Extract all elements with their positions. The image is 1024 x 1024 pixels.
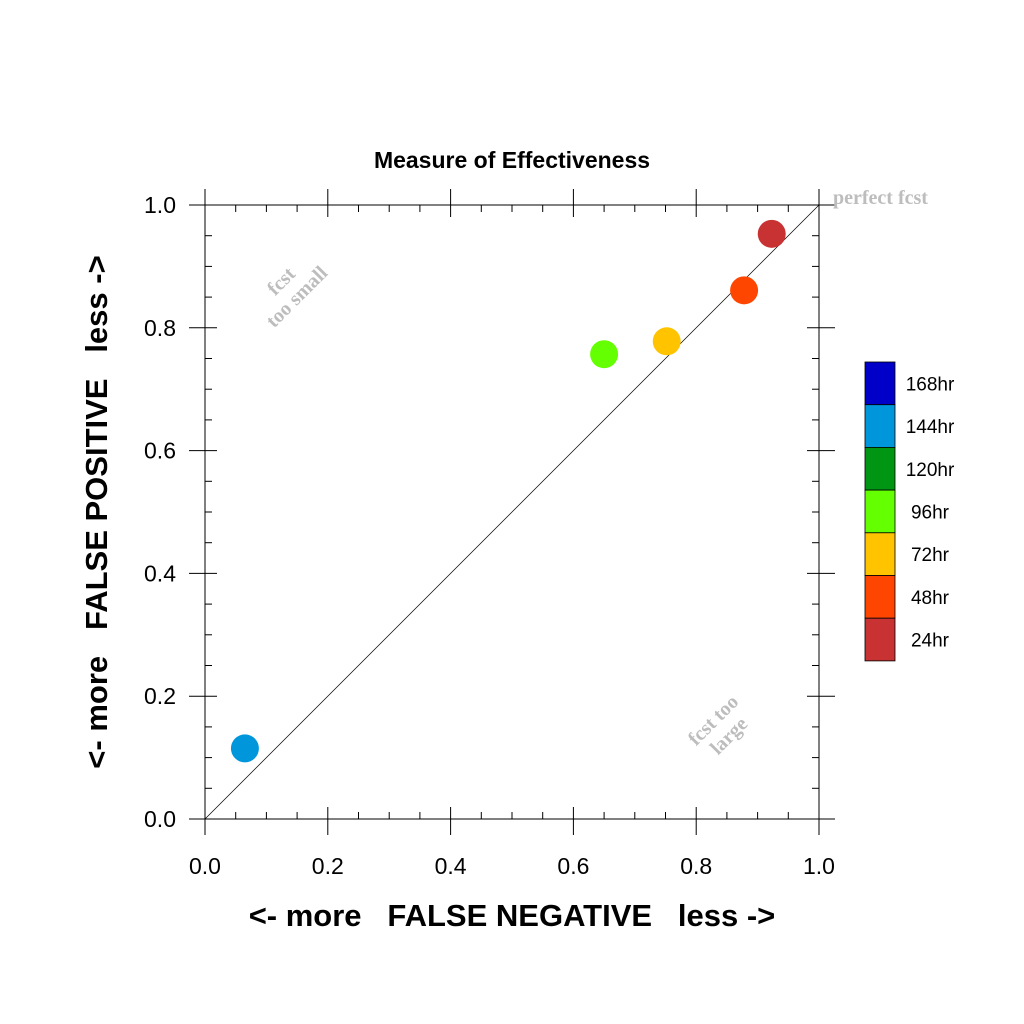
x-tick-label: 1.0 [803,853,835,879]
y-tick-label: 0.8 [144,315,176,341]
legend-label-168hr: 168hr [906,374,955,395]
y-tick-labels: 0.0 0.2 0.4 0.6 0.8 1.0 [144,192,176,832]
y-tick-label: 1.0 [144,192,176,218]
annotation-too-large: fcst too large [684,691,752,759]
point-144hr [230,734,259,763]
point-72hr [652,327,681,356]
axis-ticks [189,189,835,835]
legend-label-144hr: 144hr [906,417,955,438]
x-tick-label: 0.6 [557,853,589,879]
x-tick-label: 0.8 [680,853,712,879]
point-96hr [590,340,619,369]
y-tick-label: 0.2 [144,683,176,709]
annotation-too-small: fcst too small [262,262,332,332]
annotation-perfect-fcst: perfect fcst [833,187,928,209]
x-tick-label: 0.4 [435,853,467,879]
legend-label-120hr: 120hr [906,460,955,481]
legend-label-72hr: 72hr [911,545,950,566]
y-tick-label: 0.0 [144,806,176,832]
legend-label-96hr: 96hr [911,502,950,523]
point-24hr [757,219,786,248]
y-tick-label: 0.4 [144,560,176,586]
legend-swatch-96hr [864,489,896,534]
legend-swatch-168hr [864,361,896,406]
legend-swatch-144hr [864,404,896,448]
chart-title: Measure of Effectiveness [374,147,650,173]
legend-swatch-72hr [864,532,896,576]
legend-swatch-120hr [864,446,896,491]
y-axis-label: <- more FALSE POSITIVE less -> [79,255,114,768]
data-points [230,219,786,763]
x-axis-label: <- more FALSE NEGATIVE less -> [249,898,776,933]
diagonal-reference-line [204,204,820,820]
point-48hr [730,276,759,305]
legend-label-48hr: 48hr [911,588,950,609]
annotation-too-small-line2: too small [262,262,332,332]
y-tick-label: 0.6 [144,438,176,464]
x-tick-labels: 0.0 0.2 0.4 0.6 0.8 1.0 [189,853,835,879]
legend-swatch-48hr [864,575,896,619]
x-tick-label: 0.2 [312,853,344,879]
plot-area: 0.0 0.2 0.4 0.6 0.8 1.0 0.0 0.2 0.4 0.6 0.8 1.0 [144,189,835,879]
legend-swatch-24hr [864,617,896,662]
legend-label-24hr: 24hr [911,631,950,652]
x-tick-label: 0.0 [189,853,221,879]
legend: 168hr 144hr 120hr 96hr 72hr 48hr 24hr [864,361,955,662]
